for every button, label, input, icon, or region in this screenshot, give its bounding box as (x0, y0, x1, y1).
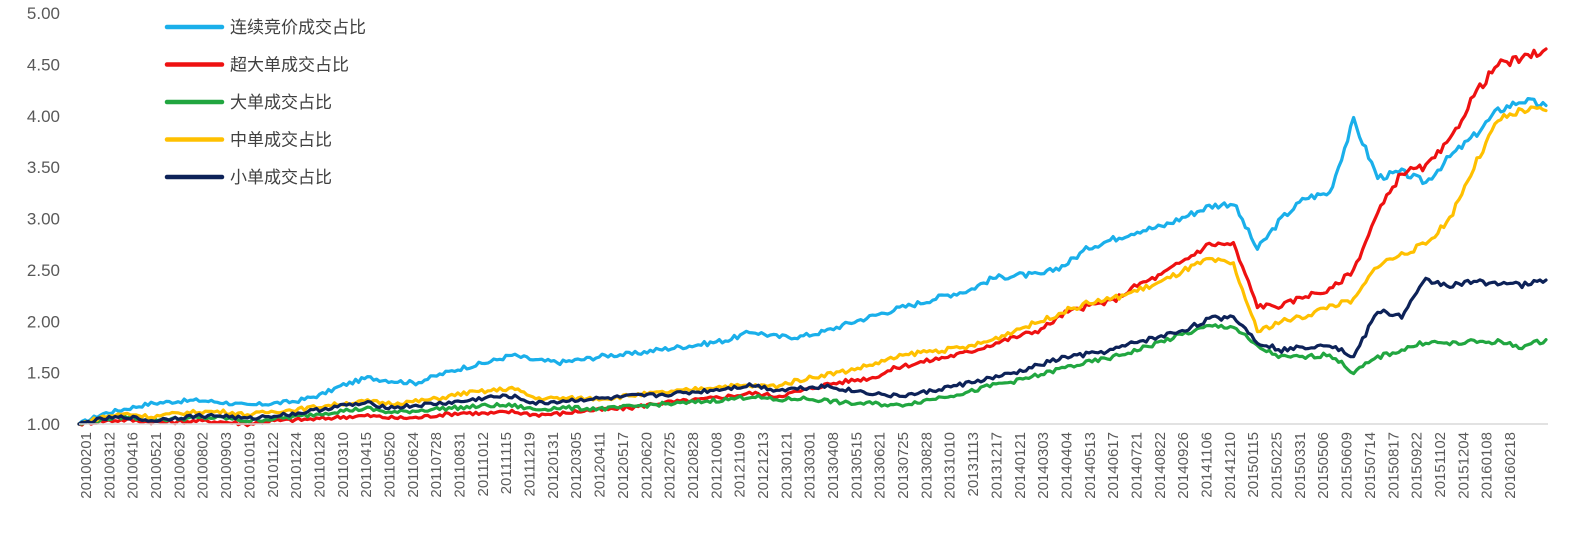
x-axis: 20100201 20100312 20100416 20100521 20100629… (78, 423, 1548, 499)
x-tick-label: 20100312 (101, 432, 118, 499)
x-tick-label: 20160218 (1502, 432, 1519, 499)
series-line (77, 105, 1548, 426)
x-tick-label: 20151102 (1432, 432, 1449, 498)
x-tick-label: 20101122 (265, 432, 282, 498)
x-tick-label: 20110128 (311, 432, 328, 498)
x-tick-label: 20131113 (965, 432, 982, 497)
x-tick-label: 20120517 (615, 432, 632, 499)
x-tick-label: 20101224 (288, 432, 305, 499)
x-tick-label: 20130301 (802, 432, 819, 499)
x-tick-label: 20141106 (1199, 432, 1216, 498)
series-line (77, 97, 1548, 426)
x-tick-label: 20130828 (918, 432, 935, 499)
x-tick-label: 20150225 (1269, 432, 1286, 499)
x-tick-label: 20100802 (195, 432, 212, 499)
x-tick-label: 20120725 (662, 432, 679, 499)
legend-label: 连续竞价成交占比 (230, 18, 366, 38)
x-tick-label: 20100903 (218, 432, 235, 499)
x-tick-label: 20141210 (1222, 432, 1239, 499)
x-tick-label: 20140404 (1058, 432, 1075, 499)
x-tick-label: 20140926 (1175, 432, 1192, 499)
x-tick-label: 20111012 (475, 432, 492, 497)
x-tick-label: 20151204 (1455, 432, 1472, 499)
y-tick-label: 3.00 (27, 210, 60, 229)
x-tick-label: 20140303 (1035, 432, 1052, 499)
series-line (77, 323, 1548, 426)
x-tick-label: 20120620 (638, 432, 655, 499)
x-tick-label: 20101019 (241, 432, 258, 499)
x-tick-label: 20150331 (1292, 432, 1309, 499)
x-tick-label: 20100416 (125, 432, 142, 499)
y-tick-label: 2.00 (27, 312, 60, 331)
y-tick-label: 3.50 (27, 158, 60, 177)
x-tick-label: 20130621 (872, 432, 889, 499)
series-line (77, 276, 1548, 426)
x-tick-label: 20131217 (988, 432, 1005, 499)
legend-label: 大单成交占比 (230, 93, 332, 113)
x-tick-label: 20140617 (1105, 432, 1122, 499)
y-tick-label: 4.00 (27, 107, 60, 126)
x-tick-label: 20120828 (685, 432, 702, 499)
x-tick-label: 20120305 (568, 432, 585, 499)
x-tick-label: 20150506 (1315, 432, 1332, 499)
x-tick-label: 20160108 (1479, 432, 1496, 499)
y-tick-label: 5.00 (27, 4, 60, 23)
x-tick-label: 20130515 (848, 432, 865, 499)
legend-label: 小单成交占比 (230, 168, 332, 188)
x-tick-label: 20140721 (1128, 432, 1145, 499)
x-tick-label: 20110520 (381, 432, 398, 498)
x-tick-label: 20120411 (592, 432, 609, 498)
x-tick-label: 20111219 (522, 432, 539, 497)
y-tick-label: 4.50 (27, 55, 60, 74)
x-tick-label: 20130725 (895, 432, 912, 499)
x-tick-label: 20150115 (1245, 432, 1262, 498)
x-tick-label: 20100201 (78, 432, 95, 499)
y-axis: 1.00 1.50 2.00 2.50 3.00 3.50 4.00 4.50 5.00 (27, 4, 60, 434)
x-tick-label: 20131010 (942, 432, 959, 499)
x-tick-label: 20121213 (755, 432, 772, 499)
x-tick-label: 20100629 (171, 432, 188, 499)
legend-label: 超大单成交占比 (230, 56, 349, 76)
x-tick-label: 20121008 (708, 432, 725, 499)
series-lines (77, 47, 1548, 428)
x-tick-label: 20130408 (825, 432, 842, 499)
x-tick-label: 20110831 (452, 432, 469, 498)
x-tick-label: 20140822 (1152, 432, 1169, 499)
y-tick-label: 2.50 (27, 261, 60, 280)
x-tick-label: 20150714 (1362, 432, 1379, 499)
x-tick-label: 20120131 (545, 432, 562, 499)
legend-label: 中单成交占比 (230, 131, 332, 151)
y-tick-label: 1.00 (27, 415, 60, 434)
x-tick-label: 20140513 (1082, 432, 1099, 499)
x-tick-label: 20110415 (358, 432, 375, 498)
x-tick-label: 20150609 (1339, 432, 1356, 499)
x-tick-label: 20110310 (335, 432, 352, 498)
x-tick-label: 20111115 (498, 432, 515, 494)
y-tick-label: 1.50 (27, 364, 60, 383)
x-tick-label: 20150817 (1385, 432, 1402, 499)
x-tick-label: 20140121 (1012, 432, 1029, 499)
x-tick-label: 20100521 (148, 432, 165, 499)
x-tick-label: 20110624 (405, 432, 422, 498)
x-tick-label: 20150922 (1409, 432, 1426, 499)
x-tick-label: 20110728 (428, 432, 445, 498)
x-tick-label: 20121109 (732, 432, 749, 498)
x-tick-label: 20130121 (778, 432, 795, 499)
